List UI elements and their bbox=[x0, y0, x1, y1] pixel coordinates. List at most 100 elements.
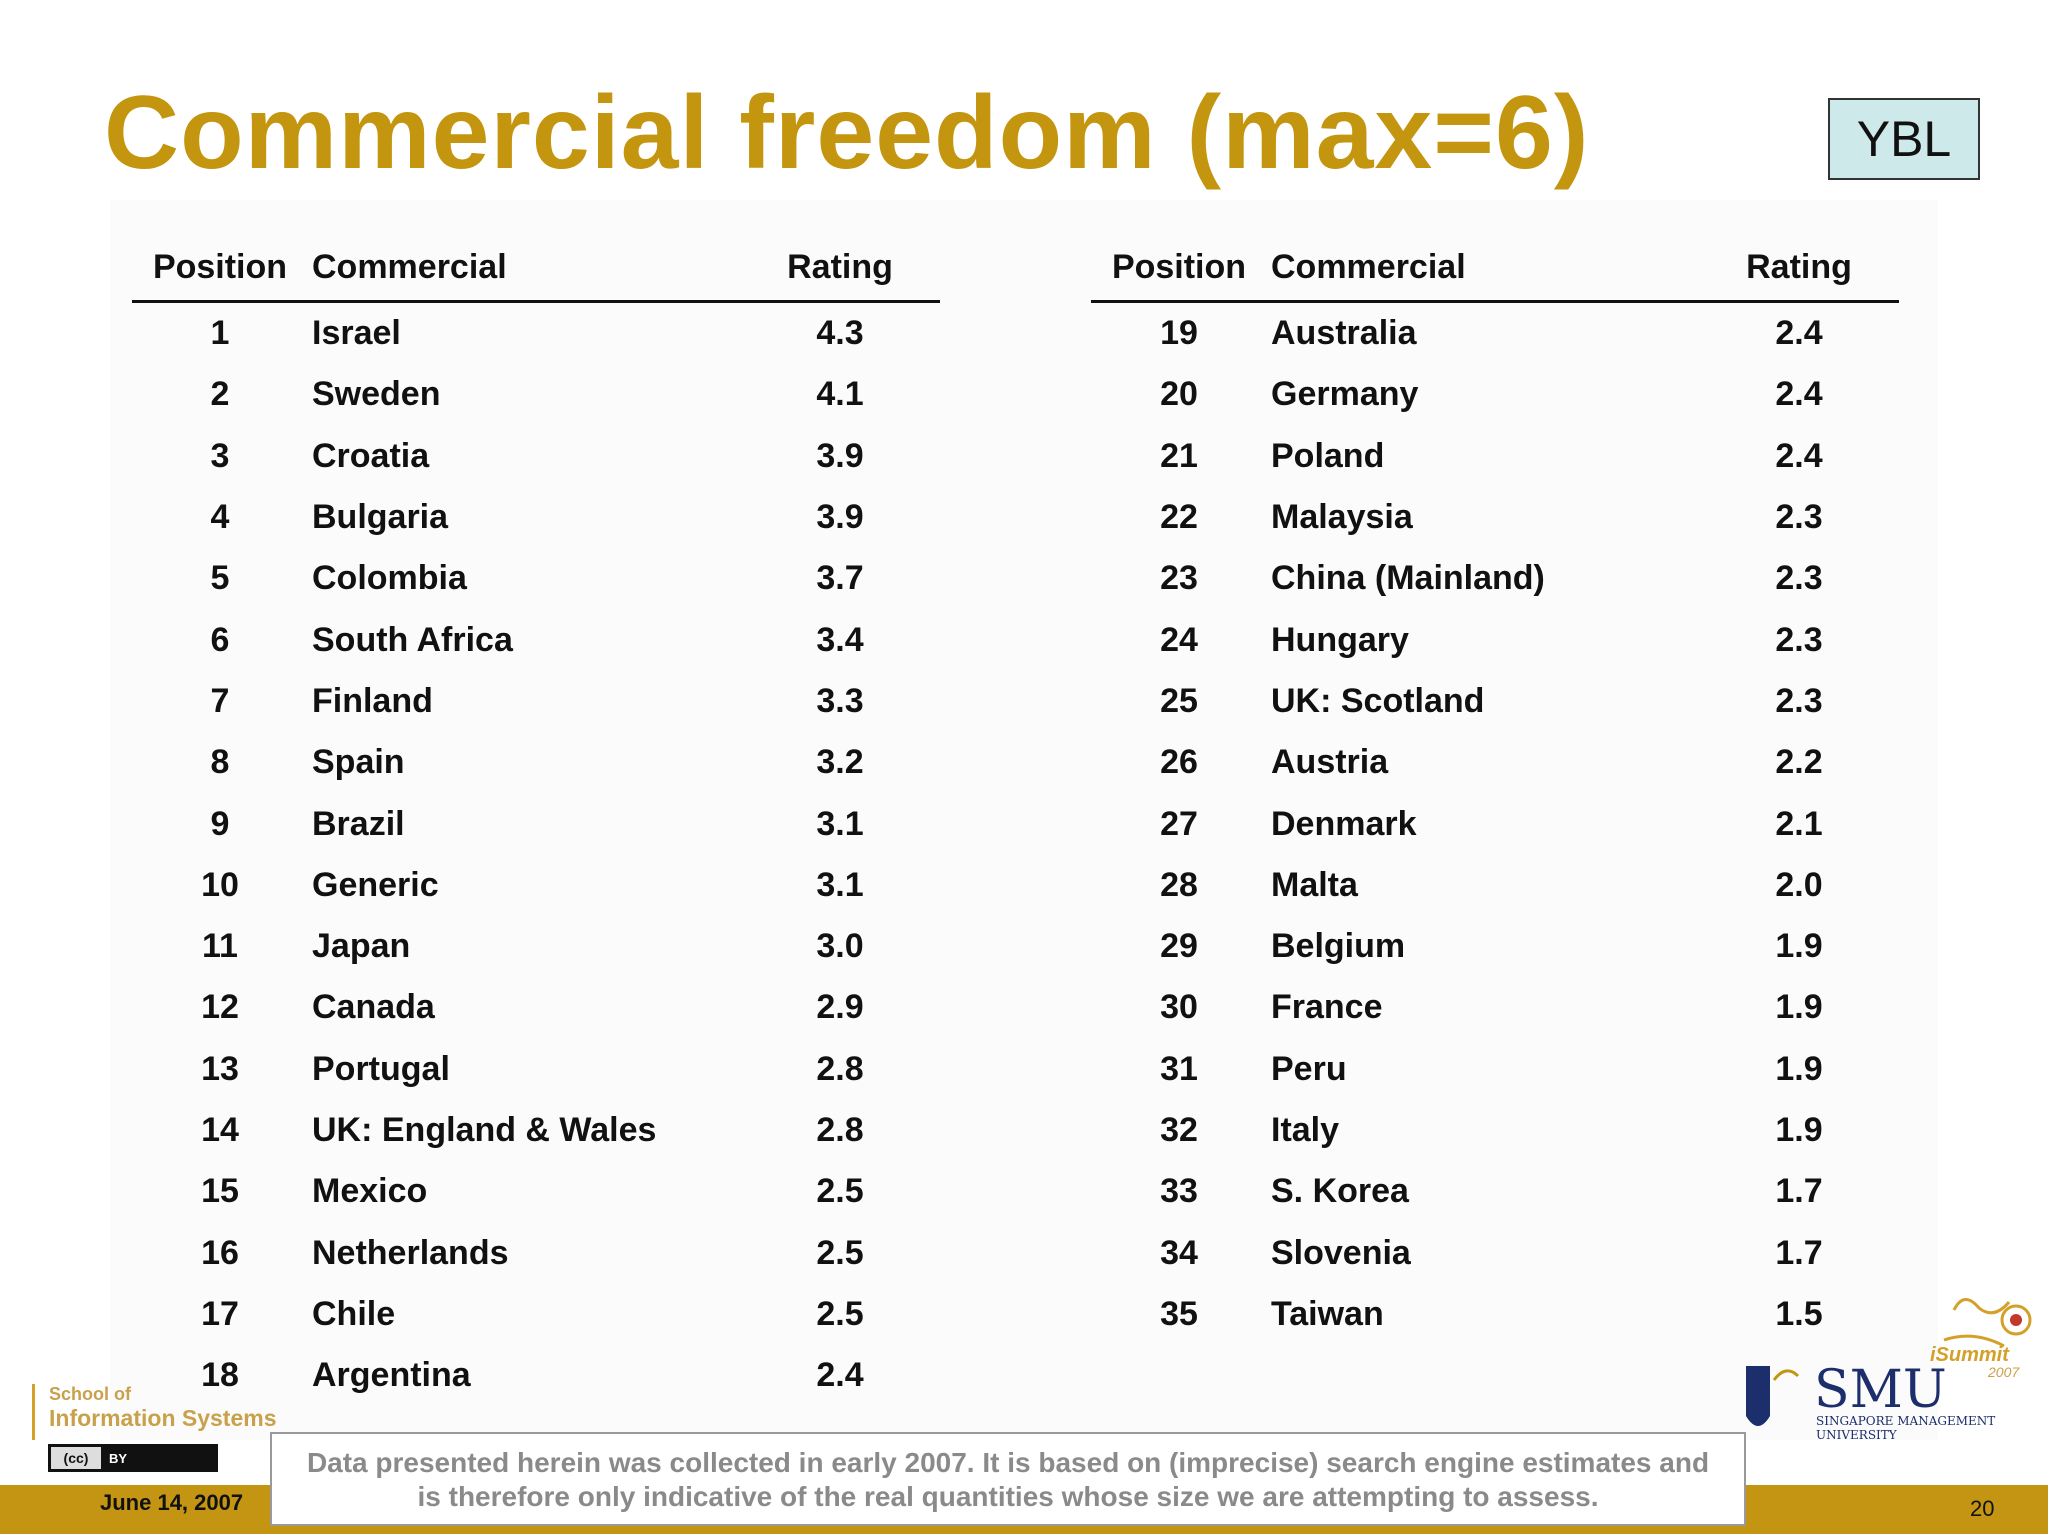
cell-position: 12 bbox=[201, 988, 239, 1027]
cell-commercial: Colombia bbox=[312, 559, 467, 598]
table-row: 8 Spain 3.2 bbox=[132, 732, 940, 793]
cell-commercial: Sweden bbox=[312, 375, 441, 414]
cell-rating: 3.9 bbox=[816, 498, 864, 537]
cell-commercial: Germany bbox=[1271, 375, 1419, 414]
cell-commercial: UK: Scotland bbox=[1271, 681, 1485, 720]
cell-position: 32 bbox=[1160, 1111, 1198, 1149]
cell-rating: 2.5 bbox=[816, 1172, 864, 1211]
disclaimer-line2: is therefore only indicative of the real… bbox=[417, 1481, 1599, 1512]
table-header-row: Position Commercial Rating bbox=[1091, 234, 1899, 303]
cell-position: 7 bbox=[210, 681, 230, 720]
cell-commercial: China (Mainland) bbox=[1271, 559, 1545, 598]
cell-rating: 3.9 bbox=[816, 436, 864, 475]
table-row: 6 South Africa 3.4 bbox=[132, 609, 940, 670]
disclaimer-line1: Data presented herein was collected in e… bbox=[306, 1447, 1710, 1478]
cell-rating: 2.1 bbox=[1775, 804, 1823, 843]
cell-position: 8 bbox=[210, 743, 230, 782]
cell-commercial: Austria bbox=[1271, 743, 1389, 782]
table-row: 17 Chile 2.5 bbox=[132, 1284, 940, 1345]
slide-title: Commercial freedom (max=6) bbox=[104, 75, 1590, 191]
ybl-badge: YBL bbox=[1828, 98, 1980, 180]
footer-date: June 14, 2007 bbox=[100, 1490, 244, 1515]
cell-position: 19 bbox=[1160, 314, 1198, 353]
cell-rating: 1.9 bbox=[1775, 988, 1823, 1027]
cell-rating: 2.9 bbox=[816, 988, 864, 1027]
school-logo: School of Information Systems bbox=[32, 1384, 279, 1440]
cell-rating: 2.5 bbox=[816, 1294, 864, 1333]
cell-position: 9 bbox=[210, 804, 230, 843]
cell-rating: 2.4 bbox=[1775, 375, 1823, 414]
table-row: 11 Japan 3.0 bbox=[132, 916, 940, 977]
cell-commercial: Netherlands bbox=[312, 1233, 509, 1272]
isummit-label: iSummit bbox=[1930, 1344, 2009, 1366]
table-row: 23 China (Mainland) 2.3 bbox=[1091, 548, 1899, 609]
cell-position: 14 bbox=[201, 1111, 239, 1149]
page-number: 20 bbox=[1970, 1496, 1995, 1521]
cell-position: 29 bbox=[1160, 927, 1198, 966]
cell-commercial: Belgium bbox=[1271, 927, 1406, 966]
cell-commercial: Denmark bbox=[1271, 804, 1417, 843]
cell-commercial: Bulgaria bbox=[312, 498, 449, 537]
cell-position: 25 bbox=[1160, 681, 1198, 720]
table-row: 13 Portugal 2.8 bbox=[132, 1039, 940, 1100]
cell-commercial: S. Korea bbox=[1271, 1172, 1409, 1211]
cell-position: 5 bbox=[210, 559, 230, 598]
cell-rating: 1.7 bbox=[1775, 1233, 1823, 1272]
cell-position: 1 bbox=[210, 314, 230, 353]
cell-rating: 3.7 bbox=[816, 559, 864, 598]
ranking-table-right: Position Commercial Rating 19 Australia 2.… bbox=[1091, 234, 1899, 1345]
cell-position: 21 bbox=[1160, 436, 1198, 475]
smu-crest-icon bbox=[1746, 1366, 1800, 1426]
cell-commercial: Australia bbox=[1271, 314, 1417, 353]
cell-rating: 2.2 bbox=[1775, 743, 1823, 782]
cell-position: 31 bbox=[1160, 1049, 1198, 1088]
cell-rating: 4.3 bbox=[816, 314, 864, 353]
cell-position: 28 bbox=[1160, 865, 1198, 904]
smu-subtitle-line2: UNIVERSITY bbox=[1816, 1428, 1897, 1442]
table-panel bbox=[110, 200, 1938, 1440]
cell-position: 13 bbox=[201, 1049, 239, 1088]
cc-icon: (cc) bbox=[51, 1447, 101, 1469]
table-row: 31 Peru 1.9 bbox=[1091, 1039, 1899, 1100]
cell-position: 30 bbox=[1160, 988, 1198, 1027]
cell-rating: 2.8 bbox=[816, 1111, 864, 1149]
cell-commercial: Generic bbox=[312, 865, 439, 904]
smu-subtitle-line1: SINGAPORE MANAGEMENT bbox=[1816, 1414, 1996, 1428]
cc-license-badge: (cc) BY bbox=[48, 1444, 218, 1472]
cell-rating: 2.5 bbox=[816, 1233, 864, 1272]
table-row: 16 Netherlands 2.5 bbox=[132, 1222, 940, 1283]
table-row: 33 S. Korea 1.7 bbox=[1091, 1161, 1899, 1222]
cell-rating: 2.8 bbox=[816, 1049, 864, 1088]
cell-rating: 3.0 bbox=[816, 927, 864, 966]
cell-rating: 2.0 bbox=[1775, 865, 1823, 904]
cell-commercial: Israel bbox=[312, 314, 401, 353]
cc-by-label: BY bbox=[101, 1447, 215, 1469]
table-row: 26 Austria 2.2 bbox=[1091, 732, 1899, 793]
cell-commercial: Chile bbox=[312, 1294, 396, 1333]
cell-commercial: Brazil bbox=[312, 804, 405, 843]
cell-commercial: Taiwan bbox=[1271, 1294, 1384, 1333]
cell-position: 16 bbox=[201, 1233, 239, 1272]
cell-commercial: Finland bbox=[312, 681, 433, 720]
table-row: 7 Finland 3.3 bbox=[132, 671, 940, 732]
cell-position: 3 bbox=[210, 436, 230, 475]
cell-rating: 1.9 bbox=[1775, 927, 1823, 966]
table-row: 2 Sweden 4.1 bbox=[132, 364, 940, 425]
cell-rating: 2.3 bbox=[1775, 498, 1823, 537]
cell-commercial: Japan bbox=[312, 927, 411, 966]
cell-commercial: Mexico bbox=[312, 1172, 428, 1211]
table-row: 29 Belgium 1.9 bbox=[1091, 916, 1899, 977]
cell-rating: 2.3 bbox=[1775, 681, 1823, 720]
school-logo-line1: School of bbox=[49, 1384, 131, 1404]
cell-position: 33 bbox=[1160, 1172, 1198, 1211]
cell-rating: 2.3 bbox=[1775, 620, 1823, 659]
table-row: 18 Argentina 2.4 bbox=[132, 1345, 940, 1406]
table-row: 25 UK: Scotland 2.3 bbox=[1091, 671, 1899, 732]
table-row: 20 Germany 2.4 bbox=[1091, 364, 1899, 425]
cell-rating: 4.1 bbox=[816, 375, 864, 414]
table-row: 35 Taiwan 1.5 bbox=[1091, 1284, 1899, 1345]
cell-commercial: Croatia bbox=[312, 436, 430, 475]
cell-commercial: Canada bbox=[312, 988, 435, 1027]
table-row: 14 UK: England & Wales 2.8 bbox=[132, 1100, 940, 1161]
table-row: 30 France 1.9 bbox=[1091, 977, 1899, 1038]
